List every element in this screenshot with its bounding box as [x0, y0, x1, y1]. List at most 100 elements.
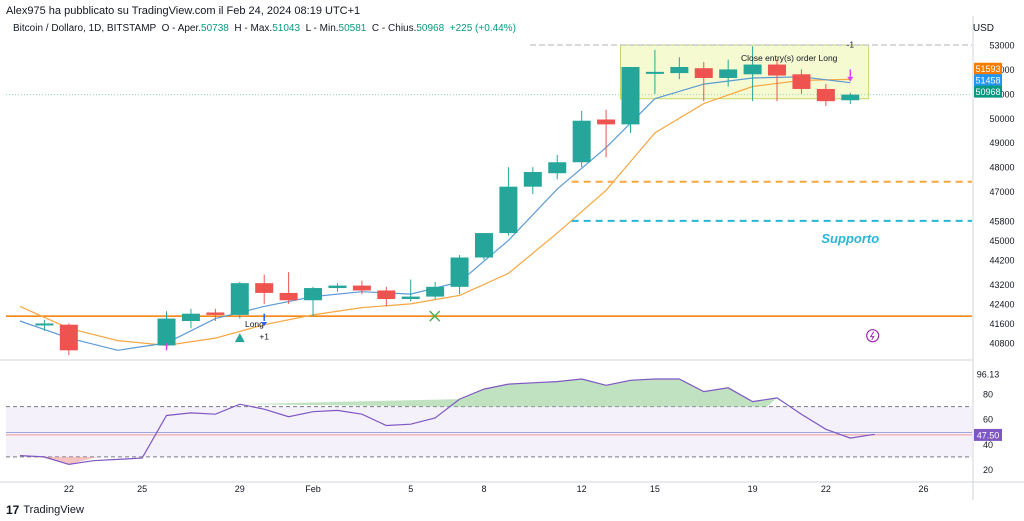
time-tick-9: 22	[821, 484, 831, 494]
lightning-badge-icon	[866, 329, 880, 343]
candle-body-0	[35, 323, 54, 326]
candle-body-21	[621, 66, 640, 125]
price-tick-9: 44200	[989, 255, 1014, 265]
time-tick-2: 29	[235, 484, 245, 494]
ema-fast-line	[19, 76, 851, 351]
time-tick-4: 5	[408, 484, 413, 494]
annotation-3: -1	[846, 39, 854, 49]
candle-body-2	[157, 318, 176, 346]
time-tick-3: Feb	[305, 484, 321, 494]
price-tick-11: 42400	[989, 299, 1014, 309]
change-value: +225 (+0.44%)	[449, 23, 516, 34]
rsi-tick-4: 20	[983, 465, 993, 475]
candle-body-8	[304, 288, 323, 301]
long-signal-triangle-icon	[234, 333, 245, 343]
price-tick-4: 49000	[989, 138, 1014, 148]
candle-body-20	[597, 119, 616, 125]
price-tick-3: 50000	[989, 114, 1014, 124]
candle-body-6	[255, 283, 274, 293]
annotation-2: Close entry(s) order Long	[741, 53, 838, 63]
candle-body-9	[328, 285, 347, 289]
brand-name: TradingView	[23, 504, 84, 516]
candle-body-23	[670, 66, 689, 74]
price-label-1: 51458	[975, 76, 1000, 86]
symbol-info: Bitcoin / Dollaro, 1D, BITSTAMP O - Aper…	[13, 23, 516, 34]
price-label-box-1	[974, 74, 1002, 87]
candle-body-11	[377, 290, 396, 300]
rsi-tick-3: 40	[983, 440, 993, 450]
symbol-name: Bitcoin / Dollaro, 1D, BITSTAMP	[13, 23, 157, 34]
time-tick-0: 22	[64, 484, 74, 494]
candle-body-3	[181, 313, 200, 322]
candle-body-12	[401, 296, 420, 300]
tradingview-logo-icon: 17	[6, 503, 20, 517]
annotation-1: +1	[259, 331, 269, 341]
candle-body-17	[523, 172, 542, 187]
annotation-0: Long	[245, 319, 264, 329]
price-tick-12: 41600	[989, 319, 1014, 329]
candle-body-4	[206, 312, 225, 315]
publish-info: Alex975 ha pubblicato su TradingView.com…	[6, 5, 361, 17]
rsi-value-box-2	[974, 428, 1002, 441]
open-value: 50738	[201, 23, 229, 34]
price-tick-6: 47000	[989, 187, 1014, 197]
sell-arrow-head-icon	[847, 76, 854, 82]
candle-body-22	[645, 71, 664, 74]
candle-body-16	[499, 186, 518, 234]
price-tick-10: 43200	[989, 280, 1014, 290]
low-label: L - Min.	[305, 23, 339, 34]
candle-body-1	[59, 324, 78, 351]
high-value: 51043	[272, 23, 301, 34]
candle-body-27	[768, 64, 787, 76]
price-tick-5: 48000	[989, 163, 1014, 173]
open-label: O - Aper.	[161, 23, 202, 34]
candle-body-25	[719, 69, 738, 78]
price-label-0: 51593	[975, 64, 1000, 74]
rsi-band-fill	[6, 406, 972, 457]
time-tick-8: 19	[748, 484, 758, 494]
close-label: C - Chius.	[371, 23, 417, 34]
cross-marker-icon	[429, 310, 441, 322]
rsi-line	[19, 378, 875, 466]
price-tick-0: 53000	[989, 41, 1014, 51]
time-tick-10: 26	[919, 484, 929, 494]
price-tick-7: 45800	[989, 216, 1014, 226]
rsi-overbought-fill	[239, 379, 778, 407]
time-tick-7: 15	[650, 484, 660, 494]
rsi-oversold-fill	[39, 456, 99, 465]
lightning-bolt-icon	[869, 331, 875, 340]
rsi-tick-1: 80	[983, 390, 993, 400]
candle-body-13	[426, 286, 445, 297]
rsi-value-0: 96.13	[977, 369, 1000, 379]
annotation-4: Supporto	[821, 231, 879, 246]
ema-slow-line	[19, 78, 851, 347]
buy-arrow-head-icon	[261, 322, 268, 327]
candle-body-18	[548, 162, 567, 174]
candle-body-7	[279, 292, 298, 301]
time-tick-5: 8	[481, 484, 486, 494]
price-tick-13: 40800	[989, 339, 1014, 349]
high-label: H - Max.	[234, 23, 273, 34]
price-tick-8: 45000	[989, 236, 1014, 246]
candle-body-14	[450, 257, 469, 287]
price-label-box-0	[974, 62, 1002, 75]
price-label-box-2	[974, 85, 1002, 98]
rsi-value-2: 47.50	[977, 430, 1000, 440]
candle-body-28	[792, 74, 811, 89]
candle-body-15	[474, 233, 493, 258]
time-tick-6: 12	[577, 484, 587, 494]
candle-body-26	[743, 64, 762, 75]
low-value: 50581	[338, 23, 367, 34]
time-tick-1: 25	[137, 484, 147, 494]
candle-body-5	[230, 283, 249, 315]
rsi-value-box-0	[974, 367, 1002, 380]
close-value: 50968	[416, 23, 445, 34]
candle-body-10	[352, 285, 371, 291]
candle-body-29	[816, 88, 835, 102]
candle-body-24	[694, 68, 713, 78]
brand[interactable]: 17 TradingView	[6, 503, 84, 517]
candle-body-30	[841, 94, 860, 101]
rsi-tick-2: 60	[983, 415, 993, 425]
candle-body-19	[572, 120, 591, 163]
